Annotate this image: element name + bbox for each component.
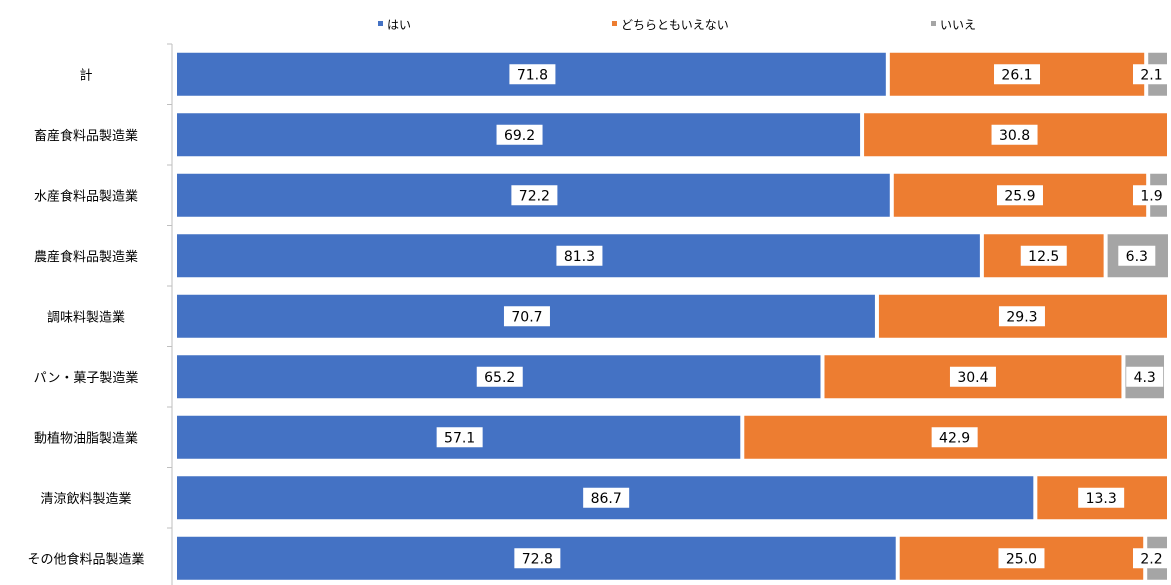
legend-label: はい	[387, 18, 411, 32]
value-label: 65.2	[484, 370, 515, 386]
value-label: 26.1	[1001, 67, 1032, 83]
value-label: 13.3	[1086, 491, 1117, 507]
value-label-box	[1133, 64, 1170, 85]
value-label-box	[949, 366, 996, 387]
value-label-box	[1133, 548, 1170, 569]
category-label: 動植物油脂製造業	[34, 430, 138, 446]
value-labels: 71.8 26.1 2.1 69.2 30.8 72.2 25.9 1.9 81.3 12.5 6.…	[436, 64, 1170, 569]
category-label: 計	[79, 67, 92, 83]
value-label-box	[996, 185, 1043, 206]
category-label: その他食料品製造業	[27, 551, 144, 567]
category-label: 畜産食料品製造業	[34, 128, 138, 144]
legend-swatch	[612, 21, 617, 26]
value-label-box	[476, 366, 523, 387]
value-label: 57.1	[444, 430, 475, 446]
value-label: 86.7	[591, 491, 622, 507]
value-label: 71.8	[517, 67, 548, 83]
legend: はい どちらともいえない いいえ	[378, 18, 976, 32]
category-label: 清涼飲料製造業	[40, 491, 131, 507]
value-label-box	[998, 548, 1045, 569]
value-label: 25.0	[1006, 551, 1037, 567]
value-label-box	[556, 245, 603, 266]
value-label: 6.3	[1126, 249, 1148, 265]
value-label: 12.5	[1028, 249, 1059, 265]
value-label-box	[583, 487, 630, 508]
legend-label: どちらともいえない	[621, 18, 729, 32]
value-label: 1.9	[1140, 188, 1162, 204]
value-label-box	[998, 306, 1045, 327]
value-label-box	[1133, 185, 1170, 206]
value-label: 2.1	[1140, 67, 1162, 83]
value-label-box	[1118, 245, 1156, 266]
value-label-box	[436, 427, 483, 448]
value-label: 29.3	[1006, 309, 1037, 325]
value-label: 81.3	[564, 249, 595, 265]
value-label: 4.3	[1134, 370, 1156, 386]
value-label-box	[496, 124, 543, 145]
category-label: 調味料製造業	[47, 309, 125, 325]
category-ticks	[167, 43, 172, 529]
value-label: 30.4	[957, 370, 988, 386]
value-label-box	[514, 548, 561, 569]
legend-swatch	[378, 21, 383, 26]
value-label: 25.9	[1004, 188, 1035, 204]
value-label-box	[991, 124, 1038, 145]
category-label: 農産食料品製造業	[34, 249, 138, 265]
category-label: パン・菓子製造業	[34, 370, 139, 386]
value-label-box	[509, 64, 556, 85]
value-label-box	[1126, 366, 1164, 387]
value-label: 72.2	[519, 188, 550, 204]
bars	[177, 52, 1168, 580]
value-label-box	[503, 306, 550, 327]
value-label: 42.9	[939, 430, 970, 446]
category-label: 水産食料品製造業	[34, 188, 138, 204]
legend-swatch	[931, 21, 936, 26]
value-label-box	[994, 64, 1041, 85]
value-label-box	[1020, 245, 1067, 266]
category-labels: 計畜産食料品製造業水産食料品製造業農産食料品製造業調味料製造業パン・菓子製造業動…	[27, 67, 144, 567]
value-label-box	[1078, 487, 1125, 508]
value-label: 70.7	[511, 309, 542, 325]
value-label: 72.8	[522, 551, 553, 567]
value-label: 69.2	[504, 128, 535, 144]
legend-label: いいえ	[940, 18, 976, 32]
value-label-box	[931, 427, 978, 448]
value-label: 30.8	[999, 128, 1030, 144]
value-label-box	[511, 185, 558, 206]
value-label: 2.2	[1140, 551, 1162, 567]
